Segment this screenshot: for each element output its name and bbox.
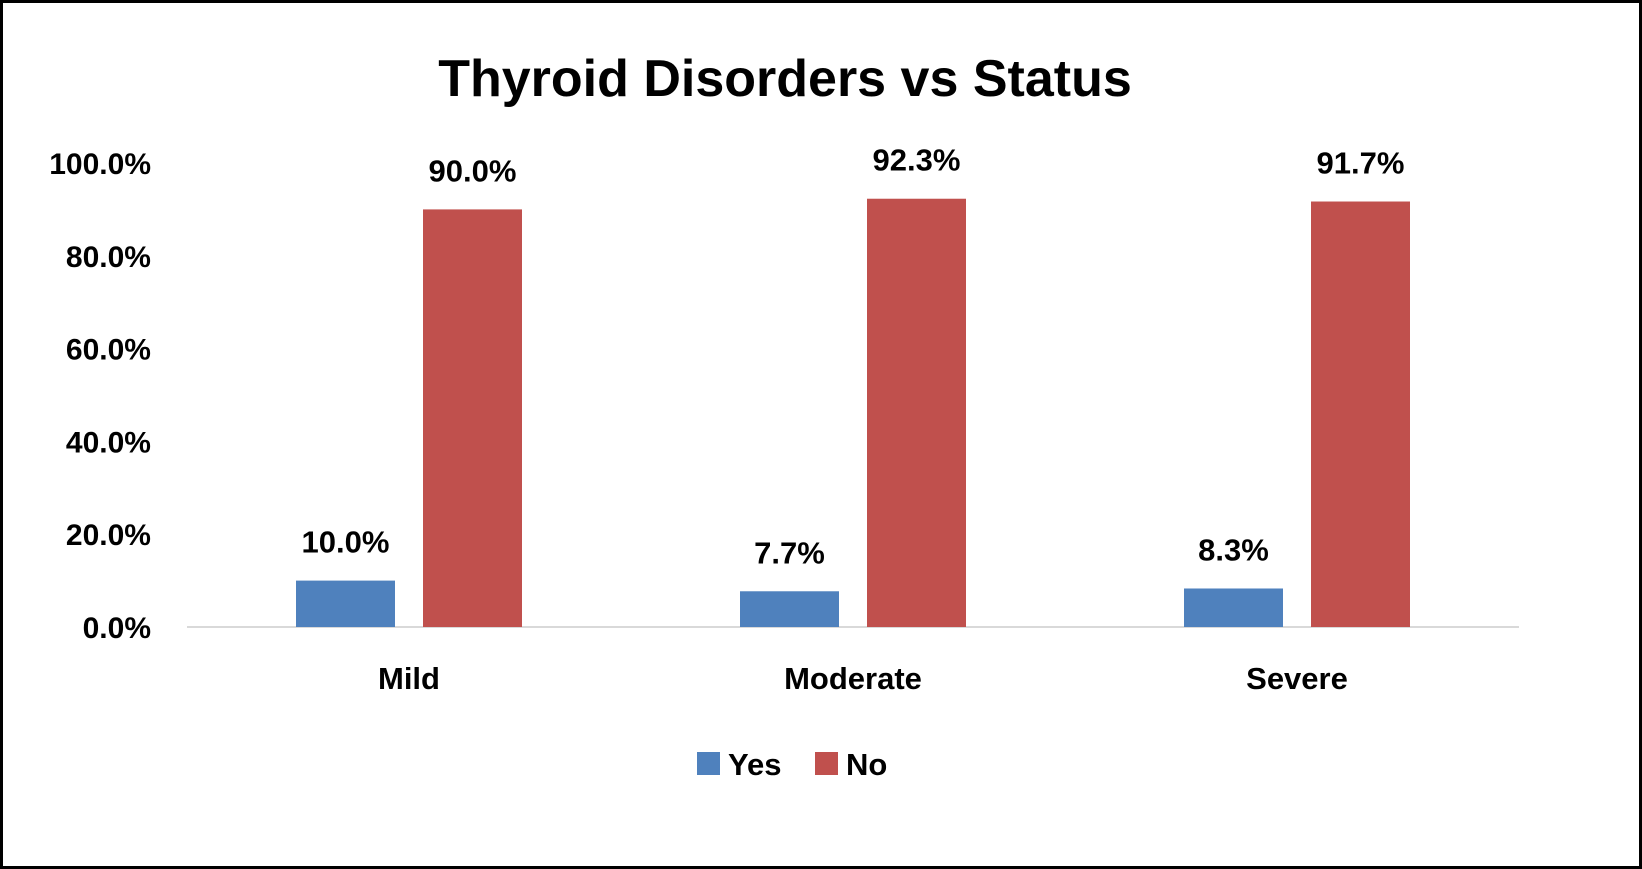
bar-value-labels: 10.0% 90.0% 7.7% 92.3% 8.3% 91.7% [302, 143, 1405, 571]
bar-no-mild [423, 209, 522, 627]
bar-value-label: 8.3% [1198, 532, 1269, 567]
y-tick-label: 40.0% [66, 426, 151, 459]
y-tick-label: 80.0% [66, 241, 151, 274]
y-tick-label: 0.0% [83, 612, 151, 645]
legend-label-yes: Yes [728, 747, 781, 782]
bar-value-label: 7.7% [754, 535, 825, 570]
y-tick-label: 60.0% [66, 334, 151, 367]
bars [296, 198, 1410, 627]
bar-value-label: 92.3% [873, 143, 961, 178]
bar-no-moderate [867, 198, 966, 627]
bar-yes-severe [1184, 588, 1283, 627]
x-axis-categories: Mild Moderate Severe [378, 661, 1348, 696]
chart-title: Thyroid Disorders vs Status [438, 50, 1132, 108]
legend: Yes No [697, 747, 887, 782]
bar-value-label: 90.0% [429, 153, 517, 188]
legend-label-no: No [846, 747, 887, 782]
y-axis-ticks: 0.0% 20.0% 40.0% 60.0% 80.0% 100.0% [49, 148, 151, 645]
x-category-label: Severe [1246, 661, 1348, 696]
bar-value-label: 91.7% [1317, 146, 1405, 181]
legend-swatch-yes [697, 752, 720, 775]
y-tick-label: 100.0% [49, 148, 151, 181]
bar-value-label: 10.0% [302, 525, 390, 560]
x-category-label: Mild [378, 661, 440, 696]
y-tick-label: 20.0% [66, 519, 151, 552]
bar-chart: Thyroid Disorders vs Status 0.0% 20.0% 40.… [49, 50, 1519, 782]
legend-swatch-no [815, 752, 838, 775]
bar-no-severe [1311, 201, 1410, 627]
bar-yes-moderate [740, 591, 839, 627]
x-category-label: Moderate [784, 661, 922, 696]
bar-yes-mild [296, 580, 395, 627]
